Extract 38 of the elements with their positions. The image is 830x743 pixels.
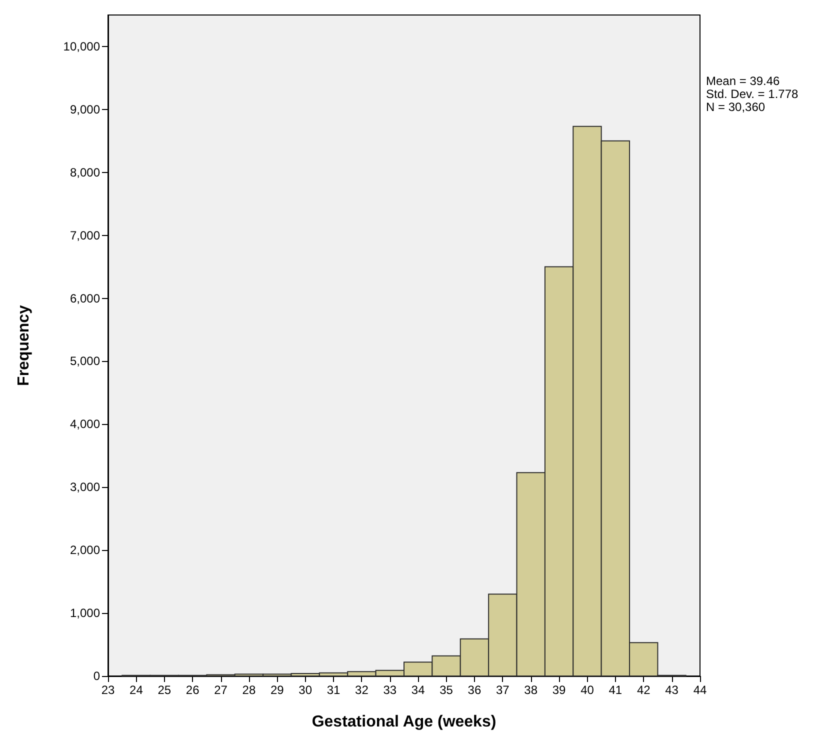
x-tick-label: 31 [326,683,341,697]
x-tick-label: 28 [242,683,256,697]
x-tick-label: 39 [552,683,566,697]
y-tick-label: 0 [93,669,100,683]
x-tick-label: 42 [636,683,651,697]
x-tick-label: 23 [101,683,115,697]
y-tick-label: 3,000 [70,480,100,494]
x-tick-label: 24 [130,683,144,697]
x-tick-label: 37 [496,683,510,697]
x-tick-label: 25 [158,683,172,697]
x-tick-label: 29 [270,683,284,697]
y-tick-label: 4,000 [70,417,100,432]
text: Std. Dev. = 1.778 [706,87,798,101]
x-tick-label: 32 [355,683,369,697]
y-tick-label: 6,000 [70,291,100,306]
x-tick-label: 27 [214,683,228,697]
x-tick-label: 34 [411,683,426,697]
y-tick-label: 2,000 [70,543,100,558]
y-tick-label: 8,000 [70,165,100,180]
x-tick-label: 44 [693,683,707,697]
x-tick-label: 38 [524,683,538,697]
text: Mean = 39.46 [706,74,780,88]
x-tick-label: 43 [665,683,679,697]
y-tick-label: 9,000 [70,102,100,116]
text: N = 30,360 [706,100,766,114]
x-tick-label: 30 [298,683,312,697]
x-tick-label: 41 [608,683,622,697]
x-tick-label: 40 [580,683,594,697]
x-tick-label: 33 [383,683,397,697]
y-tick-label: 10,000 [63,39,100,54]
y-tick-label: 5,000 [70,354,100,368]
y-axis-title: Frequency [16,304,32,386]
x-tick-label: 35 [440,683,454,697]
y-tick-label: 1,000 [70,606,100,620]
x-tick-label: 26 [186,683,200,697]
x-tick-label: 36 [468,683,482,697]
x-axis-title: Gestational Age (weeks) [312,714,496,730]
y-tick-label: 7,000 [70,228,100,242]
